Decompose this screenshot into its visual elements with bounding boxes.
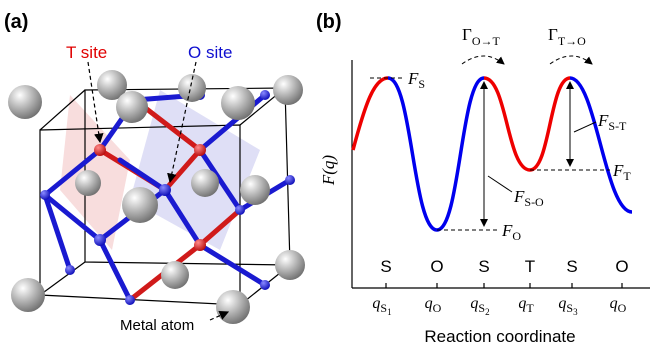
- coordinate-symbol: q: [372, 295, 380, 312]
- rate-label: ΓT→O: [548, 25, 586, 48]
- y-axis-label: F(q): [319, 155, 338, 187]
- rate-subscript: O→T: [472, 34, 501, 48]
- page: (a) T site O site Metal atom (b) F(q) ΓO…: [0, 0, 656, 356]
- coordinate-label: qS1: [372, 295, 391, 317]
- coordinate-subscript: T: [526, 301, 534, 315]
- energy-symbol: F: [513, 187, 525, 206]
- coordinate-symbol: q: [518, 295, 526, 312]
- state-label: S: [478, 257, 489, 276]
- state-label: S: [566, 257, 577, 276]
- coordinate-index: 1: [387, 307, 392, 317]
- state-label: T: [525, 257, 535, 276]
- energy-label: FT: [612, 161, 631, 183]
- energy-label: FS: [407, 69, 425, 91]
- figure: (a) T site O site Metal atom (b) F(q) ΓO…: [0, 0, 656, 356]
- energy-subscript: S-T: [608, 119, 627, 133]
- coordinate-symbol: q: [470, 295, 478, 312]
- coordinate-index: 2: [485, 307, 490, 317]
- coordinate-label: qO: [610, 295, 627, 315]
- coordinate-subscript: S: [478, 301, 485, 315]
- crystal: [8, 62, 305, 324]
- coordinate-subscript: S: [566, 301, 573, 315]
- coordinate-symbol: q: [558, 295, 566, 312]
- state-label: O: [430, 257, 443, 276]
- axes: [352, 60, 650, 288]
- energy-subscript: O: [512, 229, 521, 243]
- coordinate-label: qS3: [558, 295, 578, 317]
- energy-subscript: T: [623, 169, 631, 183]
- state-label: S: [380, 257, 391, 276]
- rate-subscript: T→O: [558, 34, 586, 48]
- energy-symbol: F: [597, 111, 609, 130]
- o-site-label: O site: [188, 43, 232, 62]
- energy-label: FO: [501, 221, 521, 243]
- coordinate-symbol: q: [425, 295, 433, 312]
- energy-label: FS-O: [513, 187, 544, 209]
- coordinate-label: qO: [425, 295, 442, 315]
- panel-label: (a): [4, 11, 28, 33]
- metal-atom-label: Metal atom: [120, 317, 194, 334]
- rate-symbol: Γ: [548, 25, 558, 44]
- energy-symbol: F: [612, 161, 624, 180]
- coordinate-subscript: O: [433, 301, 442, 315]
- energy-symbol: F: [407, 69, 419, 88]
- coordinate-symbol: q: [610, 295, 618, 312]
- energy-curve: [353, 78, 632, 230]
- coordinate-index: 3: [573, 307, 578, 317]
- coordinate-subscript: S: [380, 301, 387, 315]
- coordinate-subscript: O: [618, 301, 627, 315]
- energy-label: FS-T: [597, 111, 627, 133]
- rate-symbol: Γ: [462, 25, 472, 44]
- energy-symbol: F: [501, 221, 513, 240]
- t-site-label: T site: [66, 43, 107, 62]
- energy-subscript: S-O: [524, 195, 544, 209]
- coordinate-label: qS2: [470, 295, 489, 317]
- energy-subscript: S: [418, 77, 425, 91]
- rate-label: ΓO→T: [462, 25, 500, 48]
- panel-label: (b): [316, 11, 342, 33]
- x-axis-label: Reaction coordinate: [424, 327, 575, 346]
- state-label: O: [615, 257, 628, 276]
- coordinate-label: qT: [518, 295, 534, 315]
